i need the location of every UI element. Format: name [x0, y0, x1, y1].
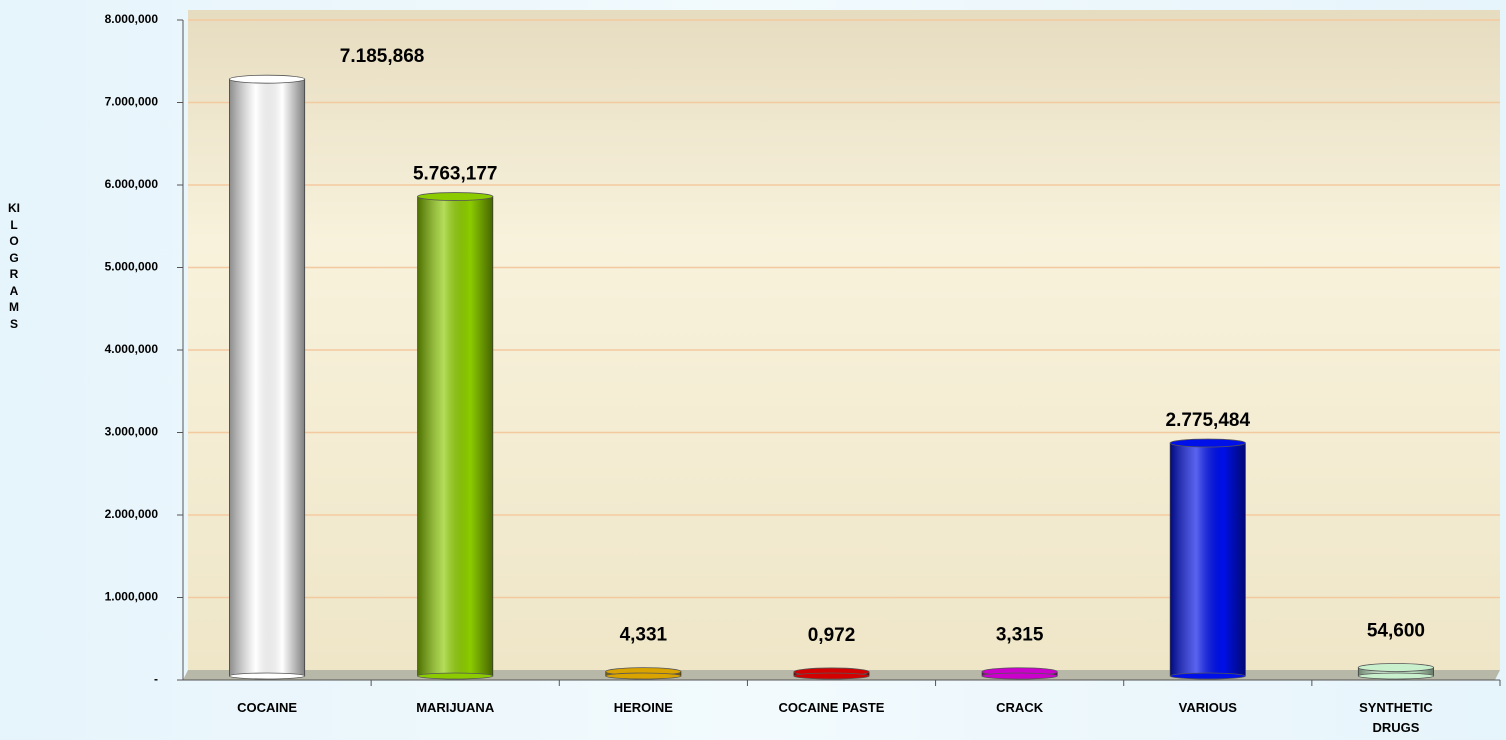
y-tick-label: -: [154, 672, 158, 686]
x-tick-label: HEROINE: [613, 700, 673, 715]
y-tick-label: 7.000,000: [105, 95, 159, 109]
value-label: 5.763,177: [413, 164, 498, 185]
plot-area: [188, 10, 1500, 670]
x-tick-label: SYNTHETIC DRUGS: [1359, 700, 1433, 735]
bar-base: [1357, 672, 1434, 680]
y-tick-label: 4.000,000: [105, 342, 159, 356]
bar-shade: [1170, 443, 1246, 676]
bar-cap: [229, 74, 306, 84]
y-tick-label: 3.000,000: [105, 425, 159, 439]
bar-base: [417, 672, 494, 680]
y-axis-label: KILOGRAMS: [8, 201, 20, 331]
y-tick-label: 2.000,000: [105, 507, 159, 521]
bar-shade: [417, 196, 493, 676]
x-tick-label: CRACK: [996, 700, 1044, 715]
bar-cap: [1357, 663, 1434, 672]
value-label: 2.775,484: [1166, 410, 1251, 431]
x-tick-label: COCAINE PASTE: [778, 700, 885, 715]
y-tick-label: 1.000,000: [105, 590, 159, 604]
value-label: 54,600: [1367, 621, 1425, 642]
y-tick-label: 5.000,000: [105, 260, 159, 274]
value-label: 4,331: [620, 625, 668, 646]
bar-base: [229, 672, 306, 680]
bar-base: [605, 672, 682, 680]
bar-base: [981, 672, 1058, 680]
value-label: 7.185,868: [340, 46, 425, 67]
bar-base: [793, 672, 870, 680]
bar-shade: [229, 79, 305, 676]
value-label: 0,972: [808, 625, 856, 646]
x-tick-label: MARIJUANA: [416, 700, 495, 715]
value-label: 3,315: [996, 625, 1044, 646]
bar-cap: [417, 192, 494, 201]
bar-cap: [1169, 438, 1246, 448]
x-tick-label: COCAINE: [237, 700, 298, 715]
y-tick-label: 8.000,000: [105, 12, 159, 26]
x-tick-label: VARIOUS: [1178, 700, 1237, 715]
bar-base: [1169, 672, 1246, 680]
y-tick-label: 6.000,000: [105, 177, 159, 191]
